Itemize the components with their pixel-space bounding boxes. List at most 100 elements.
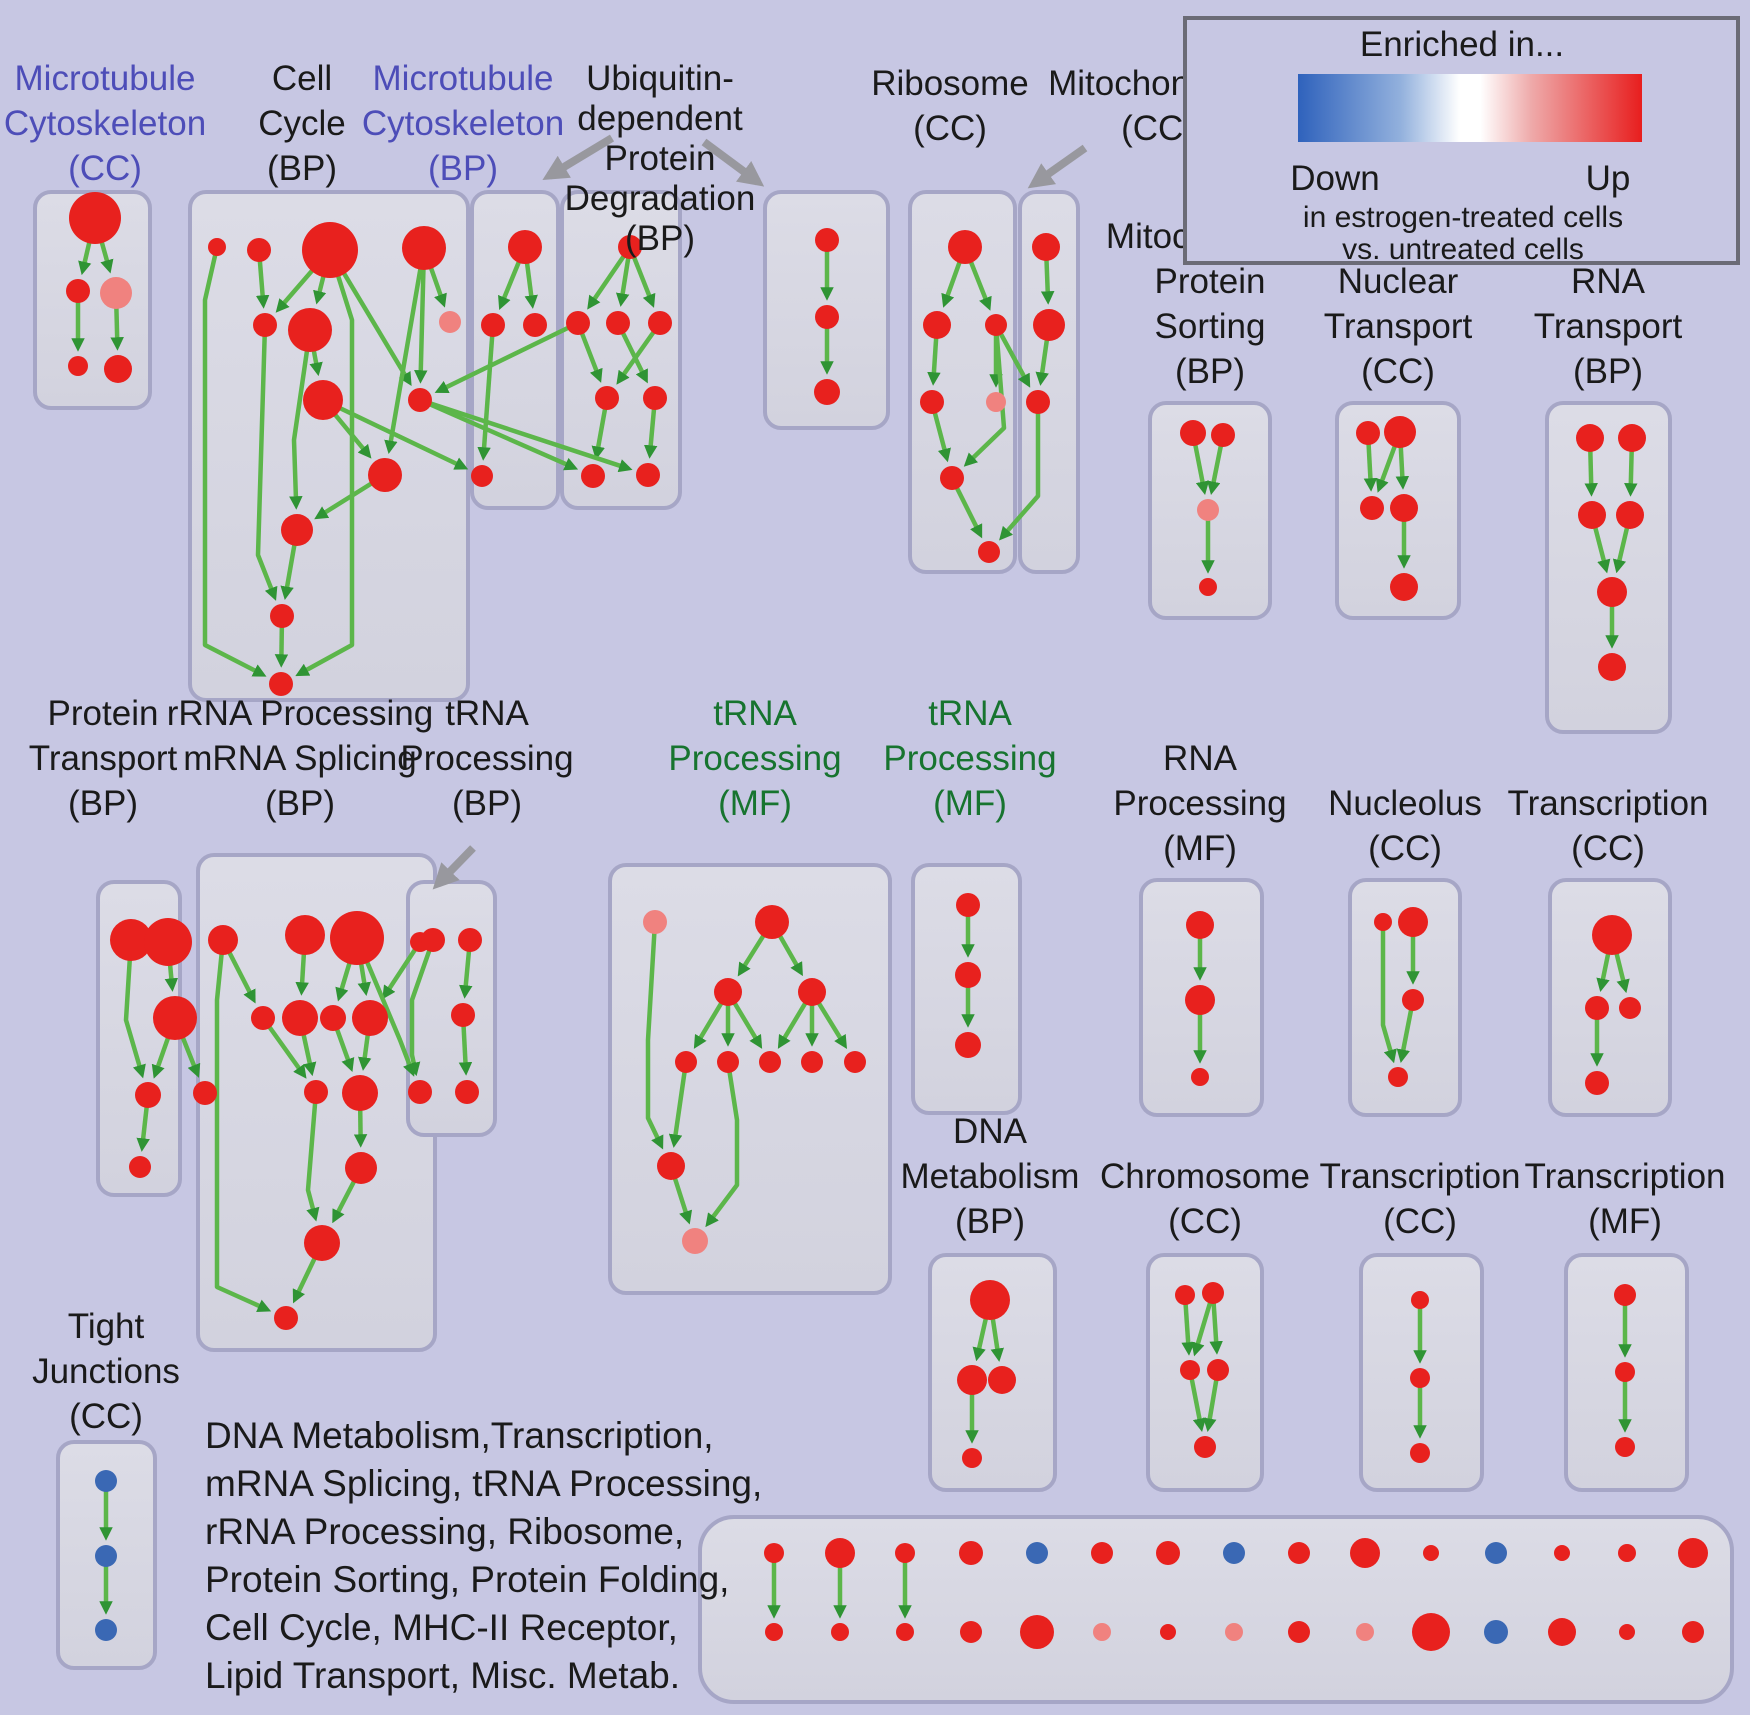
node-microtubule-cytoskeleton-cc-b xyxy=(66,279,90,303)
node-transcription-cc-top-y3 xyxy=(1619,997,1641,1019)
strip-node-top-5 xyxy=(1091,1542,1113,1564)
strip-node-top-12 xyxy=(1554,1545,1570,1561)
strip-node-bottom-12 xyxy=(1548,1618,1576,1646)
node-rrna-H xyxy=(352,1000,388,1036)
node-chromosome-c1 xyxy=(1175,1285,1195,1305)
node-mito-sorting-sb xyxy=(1199,578,1217,596)
node-mitochondrion-M1 xyxy=(1032,233,1060,261)
strip-node-bottom-7 xyxy=(1225,1623,1243,1641)
strip-node-top-7 xyxy=(1223,1542,1245,1564)
cross-edge xyxy=(419,397,579,471)
node-mt-bp-mr xyxy=(523,313,547,337)
node-cell-cycle-c1 xyxy=(303,380,343,420)
node-trna-mf-1-u9 xyxy=(844,1051,866,1073)
strip-node-bottom-2 xyxy=(896,1623,914,1641)
node-trna-mf-1-u1 xyxy=(643,910,667,934)
edge-cell-cycle xyxy=(255,324,278,601)
label-tight-junctions-cc: Tight Junctions (CC) xyxy=(32,1307,180,1436)
ubiquitin-arrow-right xyxy=(701,138,765,187)
node-mito-sorting-sp xyxy=(1197,499,1219,521)
strip-node-top-1 xyxy=(825,1538,855,1568)
cluster-box-mt-bp xyxy=(470,190,560,510)
strip-node-top-10 xyxy=(1423,1545,1439,1561)
edge-cell-cycle xyxy=(384,247,427,455)
nodes xyxy=(66,192,1708,1651)
node-transcription-cc-top-y2 xyxy=(1585,996,1609,1020)
node-trna-mf-1-u6 xyxy=(717,1051,739,1073)
node-nuclear-transport-n2 xyxy=(1384,416,1416,448)
node-rna-proc-mf-w1 xyxy=(1186,911,1214,939)
label-rna-transport-bp: RNA Transport (BP) xyxy=(1534,262,1683,391)
node-rna-transport-r4 xyxy=(1616,501,1644,529)
node-trna-mf-1-u11 xyxy=(682,1228,708,1254)
trna-bp-arrow xyxy=(432,845,476,890)
node-cell-cycle-pb xyxy=(439,311,461,333)
edge-cell-cycle xyxy=(202,246,267,677)
node-trna-mf-2-v2 xyxy=(955,962,981,988)
cluster-box-transcription-cc-top xyxy=(1548,878,1672,1117)
node-nucleolus-x4 xyxy=(1388,1067,1408,1087)
node-nuclear-transport-n5 xyxy=(1390,573,1418,601)
legend-gradient-bar xyxy=(1298,74,1642,142)
node-ubiquitin-a-b2 xyxy=(636,463,660,487)
node-ubiquitin-a-t xyxy=(618,235,642,259)
strip-node-bottom-10 xyxy=(1412,1613,1450,1651)
node-tight-junctions-j3 xyxy=(95,1619,117,1641)
label-cell-cycle-bp: Cell Cycle (BP) xyxy=(258,59,346,188)
mixed-categories-text: DNA Metabolism,Transcription, mRNA Splici… xyxy=(205,1415,762,1696)
node-microtubule-cytoskeleton-cc-a xyxy=(69,192,121,244)
node-rrna-N xyxy=(274,1306,298,1330)
node-trna-mf-2-v1 xyxy=(956,893,980,917)
node-rrna-A xyxy=(208,925,238,955)
node-dna-metabolism-z4 xyxy=(962,1448,982,1468)
node-rrna-F xyxy=(282,1000,318,1036)
strip-node-top-14 xyxy=(1678,1538,1708,1568)
node-rrna-J xyxy=(304,1080,328,1104)
node-transcription-mf-m2 xyxy=(1615,1362,1635,1382)
edge-cell-cycle xyxy=(289,329,313,510)
node-ubiquitin-a-n2 xyxy=(643,386,667,410)
strip-node-bottom-13 xyxy=(1619,1624,1635,1640)
node-trna-mf-2-v3 xyxy=(955,1032,981,1058)
node-rna-transport-r1 xyxy=(1576,424,1604,452)
edge-trna-mf-1 xyxy=(645,921,664,1150)
node-trna-bp-Q xyxy=(458,928,482,952)
node-ubiquitin-b-t xyxy=(815,228,839,252)
node-mt-bp-t xyxy=(508,230,542,264)
strip-node-top-11 xyxy=(1485,1542,1507,1564)
edge-mt-bp xyxy=(477,324,496,461)
node-protein-transport-p5 xyxy=(129,1156,151,1178)
node-cell-cycle-a2 xyxy=(247,238,271,262)
strip-node-top-6 xyxy=(1156,1541,1180,1565)
strip-node-bottom-3 xyxy=(960,1621,982,1643)
node-rrna-L xyxy=(345,1152,377,1184)
node-trna-mf-1-u3 xyxy=(714,978,742,1006)
node-chromosome-c5 xyxy=(1194,1436,1216,1458)
label-ubiquitin-degradation-bp: Ubiquitin-dependent Protein Degradation (BP… xyxy=(565,59,756,258)
edge-trna-mf-1 xyxy=(705,1061,740,1228)
node-microtubule-cytoskeleton-cc-c xyxy=(100,277,132,309)
label-microtubule-cytoskeleton-cc: Microtubule Cytoskeleton (CC) xyxy=(4,59,206,188)
legend-title: Enriched in... xyxy=(1360,25,1564,64)
strip-node-bottom-6 xyxy=(1160,1624,1176,1640)
edge-cell-cycle xyxy=(295,249,355,677)
node-cell-cycle-b2 xyxy=(288,308,332,352)
strip-node-top-4 xyxy=(1026,1542,1048,1564)
strip-node-bottom-14 xyxy=(1682,1621,1704,1643)
node-ribosome-R7 xyxy=(978,541,1000,563)
node-cell-cycle-hub xyxy=(408,388,432,412)
node-nucleolus-x1 xyxy=(1374,913,1392,931)
label-rrna-mrna-bp: rRNA Processing mRNA Splicing (BP) xyxy=(167,694,433,823)
label-trna-processing-mf-1: tRNA Processing (MF) xyxy=(668,694,841,823)
node-microtubule-cytoskeleton-cc-d xyxy=(68,356,88,376)
edge-rrna xyxy=(305,1091,320,1222)
strip-node-top-8 xyxy=(1288,1542,1310,1564)
cross-edge xyxy=(994,323,1031,388)
node-rrna-G xyxy=(320,1005,346,1031)
ubiquitin-arrow-left xyxy=(542,134,615,180)
cross-edge xyxy=(322,397,469,470)
strip-node-top-0 xyxy=(764,1543,784,1563)
cross-edge xyxy=(999,402,1041,541)
node-dna-metabolism-z2 xyxy=(957,1365,987,1395)
